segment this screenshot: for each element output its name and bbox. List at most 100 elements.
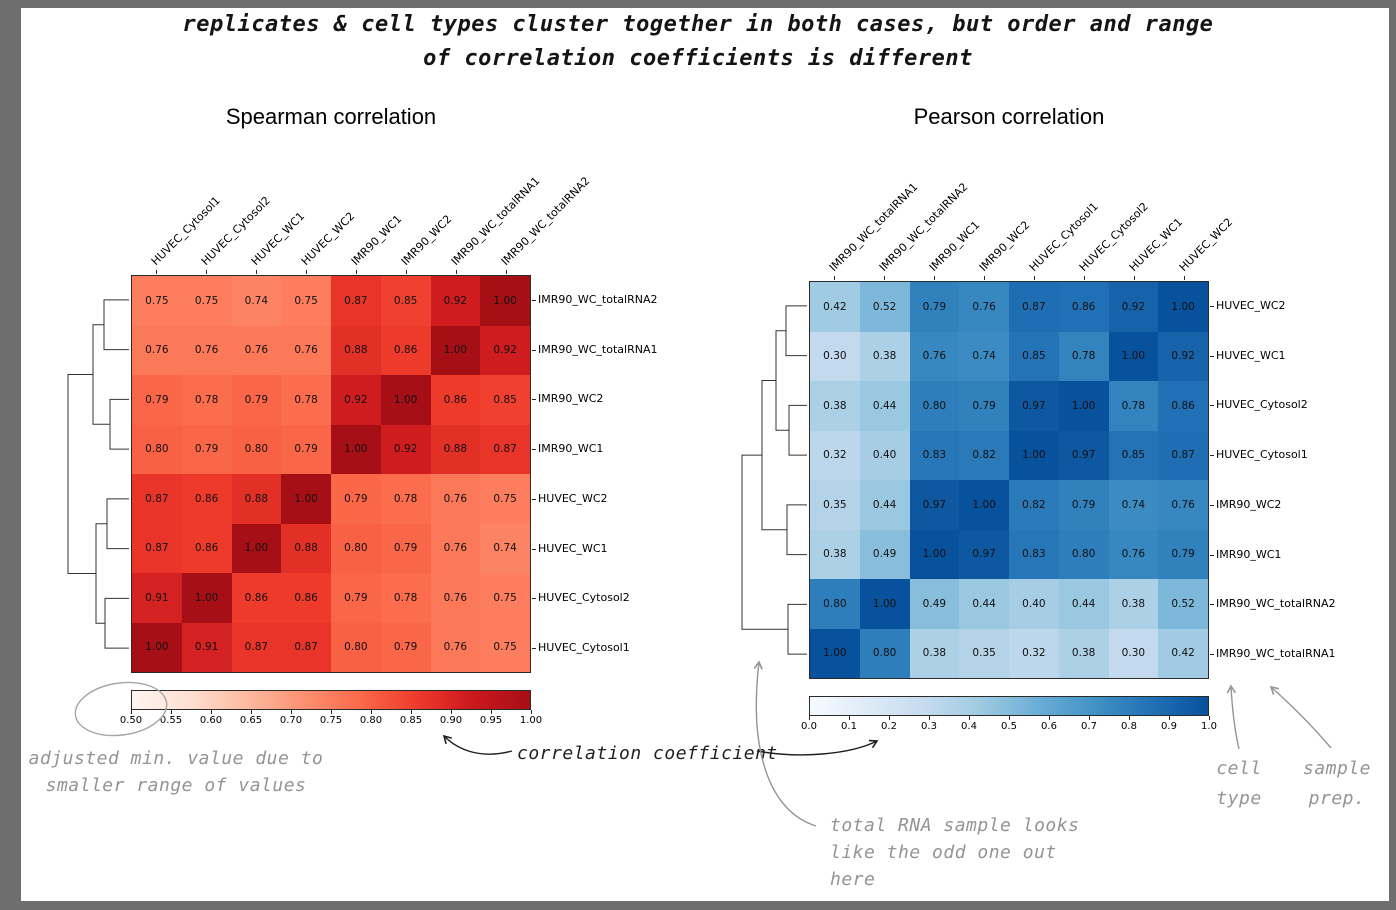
row-label: HUVEC_WC2 <box>538 491 608 505</box>
row-label: HUVEC_Cytosol2 <box>1216 398 1308 412</box>
colorbar-tick <box>809 716 810 720</box>
row-tick <box>1210 604 1214 606</box>
column-tick <box>834 276 835 280</box>
dendrogram-branch <box>786 504 807 556</box>
heatmap-cell: 0.86 <box>281 573 331 623</box>
heatmap-cell: 0.79 <box>331 474 381 524</box>
row-label: HUVEC_Cytosol1 <box>1216 448 1308 462</box>
heatmap-cell: 1.00 <box>181 573 232 623</box>
colorbar-tick-label: 0.95 <box>479 715 503 726</box>
colorbar-tick <box>1209 716 1210 720</box>
annotation-sample-prep: sample prep. <box>1292 754 1382 814</box>
colorbar-tick <box>849 716 850 720</box>
heatmap-cell: 0.87 <box>132 474 182 524</box>
colorbar-tick-label: 1.0 <box>1201 721 1217 732</box>
heatmap-cell: 0.78 <box>281 375 331 425</box>
dendrogram-branch <box>95 523 107 624</box>
heatmap-cell: 0.75 <box>480 622 530 672</box>
column-label: IMR90_WC1 <box>348 212 405 268</box>
heatmap-cell: 0.97 <box>959 529 1009 579</box>
heatmap-cell: 0.38 <box>1108 579 1159 629</box>
heatmap-cell: 0.83 <box>909 430 960 480</box>
row-label: IMR90_WC_totalRNA2 <box>1216 597 1336 611</box>
dendrogram-branch <box>761 380 787 531</box>
colorbar-tick-label: 0.55 <box>159 715 183 726</box>
heatmap-cell: 0.78 <box>181 375 232 425</box>
row-tick <box>532 299 536 301</box>
colorbar-tick-label: 0.9 <box>1161 721 1177 732</box>
heatmap-cell: 0.38 <box>810 381 860 431</box>
heatmap-cell: 0.92 <box>480 325 530 375</box>
annotation-correlation-coefficient: correlation coefficient <box>517 743 778 764</box>
heatmap-cell: 0.87 <box>480 424 530 474</box>
dendrogram-branch <box>104 597 129 649</box>
figure-title-line-2: of correlation coefficients is different <box>423 46 973 71</box>
colorbar-tick <box>929 716 930 720</box>
heatmap-cell: 0.79 <box>331 573 381 623</box>
heatmap-cell: 0.76 <box>430 523 481 573</box>
dendrogram-branch <box>787 603 807 655</box>
dendrogram-branch <box>741 454 788 630</box>
heatmap-cell: 0.80 <box>909 381 960 431</box>
row-tick <box>532 399 536 401</box>
heatmap-cell: 0.78 <box>1058 331 1109 381</box>
row-tick <box>532 449 536 451</box>
heatmap-cell: 0.74 <box>959 331 1009 381</box>
column-tick <box>456 270 457 274</box>
heatmap-cell: 0.97 <box>909 480 960 530</box>
heatmap-cell: 0.76 <box>430 622 481 672</box>
heatmap-cell: 0.52 <box>1158 579 1208 629</box>
row-label: HUVEC_Cytosol2 <box>538 591 630 605</box>
colorbar-tick-label: 0.80 <box>359 715 383 726</box>
row-label: IMR90_WC_totalRNA1 <box>538 342 658 356</box>
heatmap-cell: 1.00 <box>380 375 431 425</box>
colorbar-tick-label: 0.65 <box>239 715 263 726</box>
pearson-panel-title: Pearson correlation <box>913 104 1105 129</box>
row-tick <box>1210 455 1214 457</box>
colorbar-tick-label: 1.00 <box>519 715 543 726</box>
column-label: IMR90_WC_totalRNA2 <box>876 180 971 274</box>
heatmap-cell: 0.92 <box>430 276 481 326</box>
colorbar-tick <box>491 710 492 714</box>
heatmap-cell: 0.88 <box>281 523 331 573</box>
heatmap-cell: 0.30 <box>1108 628 1159 678</box>
colorbar-tick-label: 0.0 <box>801 721 817 732</box>
heatmap-cell: 0.75 <box>281 276 331 326</box>
heatmap-cell: 0.44 <box>959 579 1009 629</box>
annotation-line: like the odd one out <box>830 842 1057 863</box>
row-label: IMR90_WC2 <box>1216 497 1282 511</box>
heatmap-cell: 0.80 <box>331 622 381 672</box>
heatmap-cell: 0.79 <box>181 424 232 474</box>
heatmap-cell: 1.00 <box>480 276 530 326</box>
row-label: HUVEC_WC2 <box>1216 298 1286 312</box>
heatmap-cell: 0.86 <box>1058 282 1109 332</box>
heatmap-cell: 0.80 <box>1058 529 1109 579</box>
colorbar-tick-label: 0.2 <box>881 721 897 732</box>
heatmap-cell: 1.00 <box>430 325 481 375</box>
heatmap-cell: 0.75 <box>480 573 530 623</box>
heatmap-cell: 1.00 <box>1058 381 1109 431</box>
row-label: IMR90_WC_totalRNA1 <box>1216 647 1336 661</box>
column-label: IMR90_WC2 <box>398 212 455 268</box>
row-label: IMR90_WC2 <box>538 392 604 406</box>
colorbar-tick-label: 0.85 <box>399 715 423 726</box>
frame-right <box>1389 0 1396 910</box>
spearman-colorbar <box>131 690 531 710</box>
colorbar-tick <box>411 710 412 714</box>
heatmap-cell: 0.97 <box>1058 430 1109 480</box>
heatmap-cell: 0.42 <box>810 282 860 332</box>
annotation-adjusted-min: adjusted min. value due to smaller range… <box>24 745 328 799</box>
heatmap-cell: 0.42 <box>1158 628 1208 678</box>
colorbar-tick <box>451 710 452 714</box>
row-tick <box>1210 554 1214 556</box>
arrow-to-red-colorbar <box>442 734 513 755</box>
row-tick <box>1210 305 1214 307</box>
row-tick <box>1210 405 1214 407</box>
heatmap-cell: 0.30 <box>810 331 860 381</box>
heatmap-cell: 0.52 <box>859 282 910 332</box>
heatmap-cell: 0.78 <box>380 474 431 524</box>
heatmap-cell: 1.00 <box>1158 282 1208 332</box>
heatmap-cell: 0.91 <box>132 573 182 623</box>
row-tick <box>532 598 536 600</box>
column-tick <box>156 270 157 274</box>
